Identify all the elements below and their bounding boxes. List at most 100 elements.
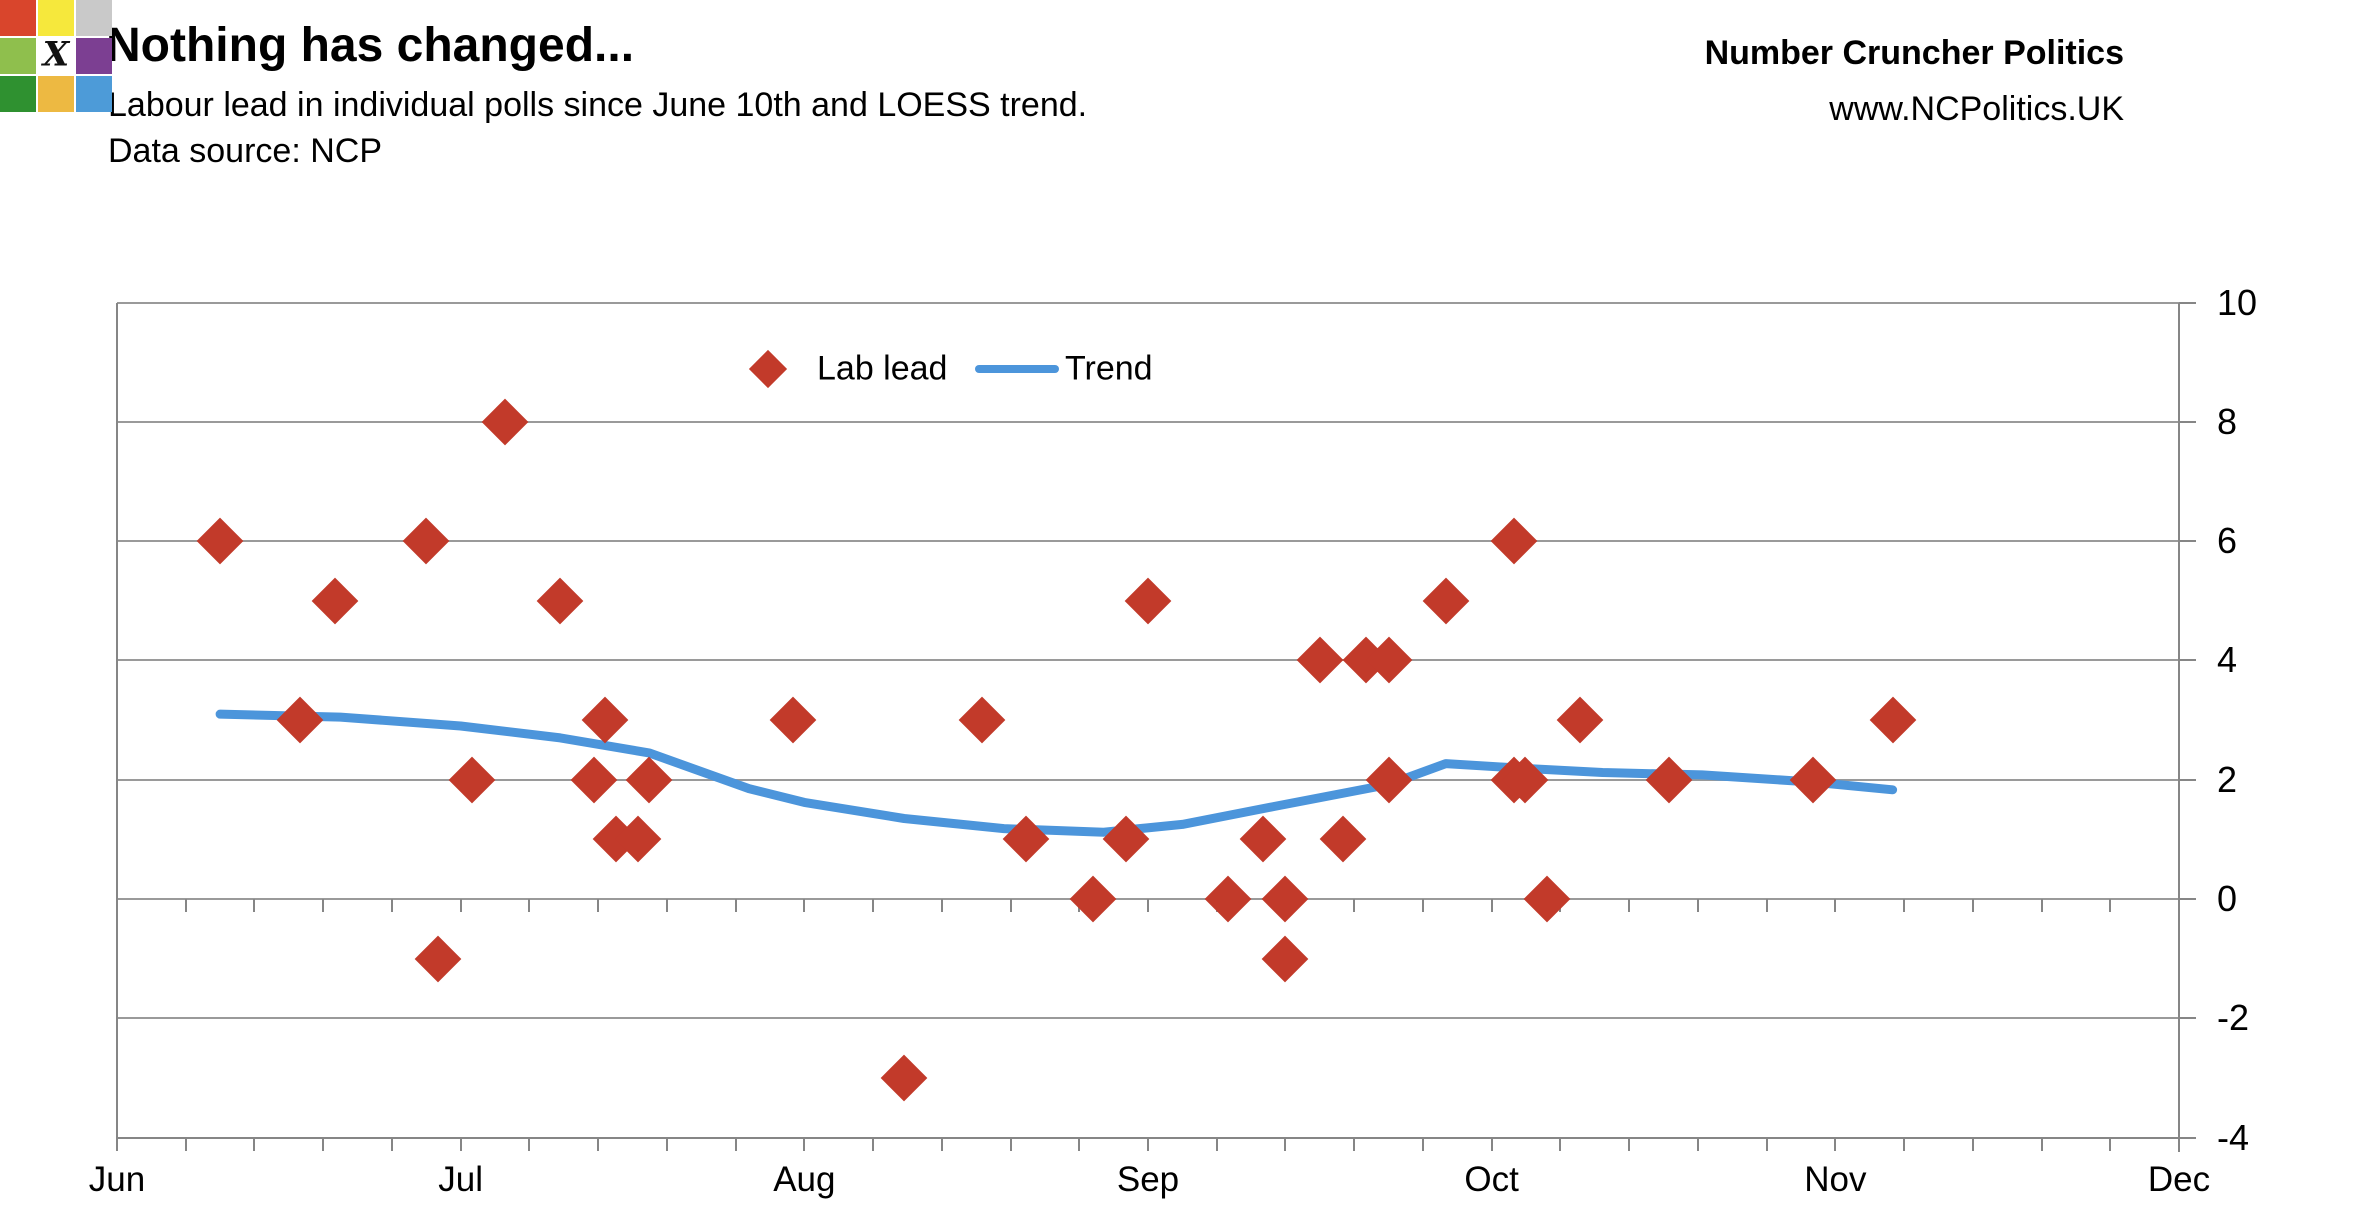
- x-minor-tick-bottom: [322, 1137, 325, 1151]
- y-axis-label: 8: [2217, 400, 2238, 442]
- x-minor-tick-zero: [184, 899, 187, 912]
- data-source-note: Data source: NCP: [108, 132, 382, 170]
- y-gridline: [117, 659, 2179, 662]
- logo-cell: [0, 0, 36, 36]
- logo-cell: [76, 76, 112, 112]
- x-minor-tick-zero: [1834, 899, 1837, 912]
- x-minor-tick-zero: [1147, 899, 1149, 912]
- y-gridline: [117, 420, 2179, 423]
- y-axis-label: -4: [2217, 1116, 2250, 1158]
- x-minor-tick-zero: [734, 899, 737, 912]
- x-minor-tick-zero: [528, 899, 531, 912]
- x-minor-tick-zero: [116, 899, 118, 912]
- x-minor-tick-bottom: [1765, 1137, 1768, 1151]
- y-axis-label: 10: [2217, 281, 2258, 323]
- y-axis-label: 6: [2217, 520, 2238, 562]
- x-minor-tick-bottom: [1215, 1137, 1218, 1151]
- y-tick: [2179, 1136, 2196, 1139]
- y-gridline: [117, 301, 2179, 304]
- x-minor-tick-bottom: [1628, 1137, 1631, 1151]
- x-minor-tick-zero: [940, 899, 943, 912]
- x-minor-tick-bottom: [528, 1137, 531, 1151]
- page-title: Nothing has changed...: [106, 19, 635, 72]
- x-minor-tick-bottom: [1147, 1137, 1149, 1151]
- x-minor-tick-bottom: [116, 1137, 118, 1151]
- x-minor-tick-bottom: [803, 1137, 806, 1151]
- x-minor-tick-zero: [1765, 899, 1768, 912]
- x-minor-tick-zero: [665, 899, 668, 912]
- y-tick: [2179, 301, 2196, 304]
- x-minor-tick-bottom: [1903, 1137, 1906, 1151]
- y-axis-label: 4: [2217, 639, 2238, 681]
- logo-cell: X: [38, 34, 74, 74]
- x-minor-tick-bottom: [2109, 1137, 2112, 1151]
- y-tick: [2179, 540, 2196, 543]
- y-axis-label: 0: [2217, 878, 2238, 919]
- x-minor-tick-zero: [872, 899, 875, 912]
- logo-x-glyph: X: [42, 34, 70, 75]
- y-tick: [2179, 659, 2196, 662]
- axis-right: [2178, 302, 2180, 1152]
- y-tick: [2179, 898, 2196, 900]
- x-minor-tick-zero: [1628, 899, 1631, 912]
- x-minor-tick-zero: [253, 899, 256, 912]
- x-minor-tick-bottom: [390, 1137, 393, 1151]
- x-minor-tick-bottom: [1078, 1137, 1081, 1151]
- x-axis-month-label: Sep: [1116, 1160, 1180, 1199]
- x-minor-tick-zero: [390, 899, 393, 912]
- y-tick: [2179, 420, 2196, 423]
- x-minor-tick-zero: [1353, 899, 1356, 912]
- x-minor-tick-bottom: [1834, 1137, 1837, 1151]
- logo-cell: [76, 38, 112, 74]
- x-minor-tick-zero: [1903, 899, 1906, 912]
- x-minor-tick-bottom: [1353, 1137, 1356, 1151]
- legend-label-trend: Trend: [1065, 349, 1153, 388]
- x-minor-tick-zero: [803, 899, 806, 912]
- logo-cell: [0, 76, 36, 112]
- x-minor-tick-bottom: [1971, 1137, 1974, 1151]
- y-axis-label: 2: [2217, 758, 2238, 800]
- x-minor-tick-bottom: [1284, 1137, 1287, 1151]
- x-axis-month-label: Dec: [2147, 1160, 2211, 1199]
- x-minor-tick-bottom: [1696, 1137, 1699, 1151]
- brand-url: www.NCPolitics.UK: [1829, 90, 2124, 128]
- y-gridline: [117, 540, 2179, 543]
- x-minor-tick-zero: [1421, 899, 1424, 912]
- y-tick: [2179, 1017, 2196, 1020]
- x-axis-month-label: Jul: [438, 1160, 484, 1199]
- x-minor-tick-bottom: [459, 1137, 462, 1151]
- x-minor-tick-bottom: [940, 1137, 943, 1151]
- y-gridline: [117, 778, 2179, 781]
- y-gridline: [117, 1017, 2179, 1020]
- x-minor-tick-zero: [1696, 899, 1699, 912]
- trend-legend-marker-icon: [975, 365, 1059, 373]
- x-minor-tick-bottom: [1421, 1137, 1424, 1151]
- x-minor-tick-zero: [459, 899, 462, 912]
- y-tick: [2179, 778, 2196, 781]
- x-axis-month-label: Jun: [88, 1160, 146, 1199]
- x-axis-month-label: Aug: [773, 1160, 836, 1199]
- y-axis-label: -2: [2217, 997, 2250, 1039]
- legend-label-lab-lead: Lab lead: [817, 349, 948, 388]
- x-minor-tick-bottom: [2040, 1137, 2043, 1151]
- x-minor-tick-bottom: [597, 1137, 600, 1151]
- x-minor-tick-bottom: [1559, 1137, 1562, 1151]
- x-minor-tick-zero: [597, 899, 600, 912]
- logo-cell: [0, 38, 36, 74]
- x-axis-month-label: Nov: [1804, 1160, 1867, 1199]
- x-minor-tick-zero: [1490, 899, 1493, 912]
- x-minor-tick-zero: [1971, 899, 1974, 912]
- x-minor-tick-bottom: [184, 1137, 187, 1151]
- x-minor-tick-bottom: [872, 1137, 875, 1151]
- x-minor-tick-bottom: [253, 1137, 256, 1151]
- logo-cell: [38, 0, 74, 36]
- logo-cell: [38, 76, 74, 112]
- x-minor-tick-zero: [2040, 899, 2043, 912]
- x-axis-month-label: Oct: [1464, 1160, 1519, 1199]
- x-minor-tick-zero: [1009, 899, 1012, 912]
- ncp-logo: X: [0, 0, 112, 112]
- x-minor-tick-zero: [2109, 899, 2112, 912]
- x-minor-tick-bottom: [734, 1137, 737, 1151]
